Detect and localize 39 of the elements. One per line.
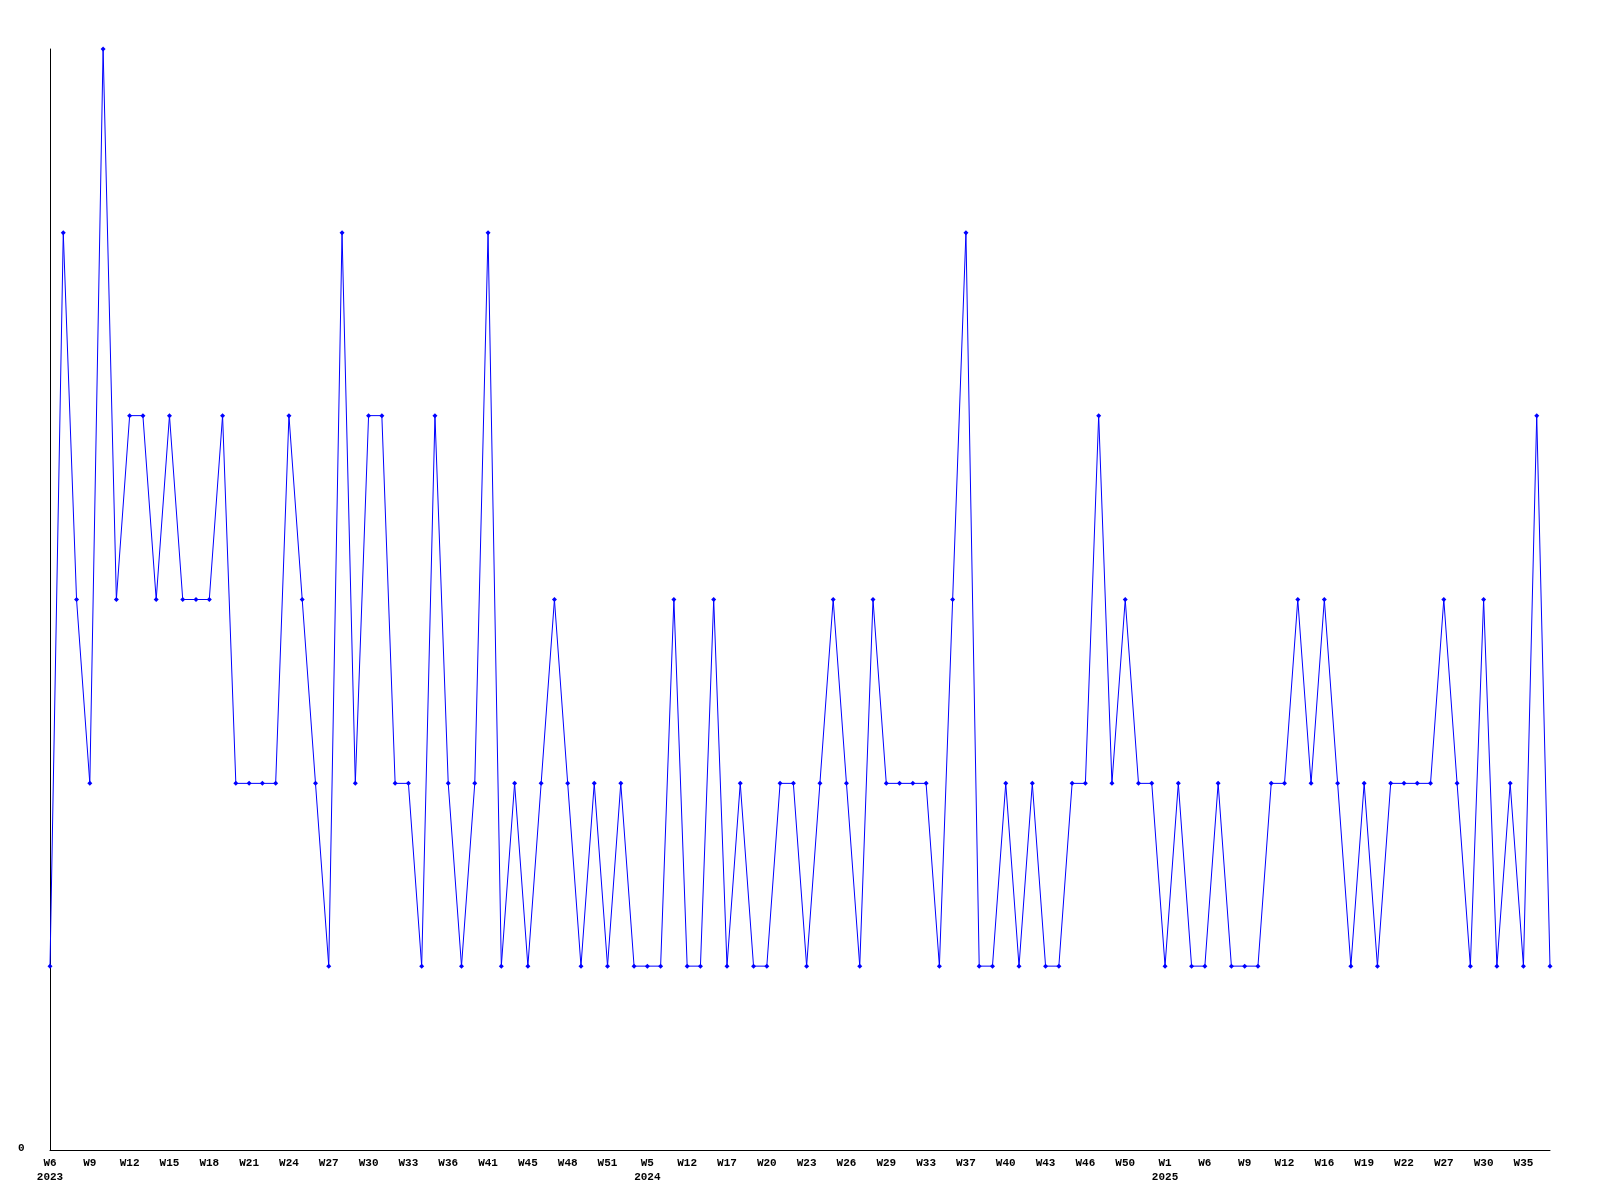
- x-tick-label: W26: [836, 1157, 857, 1169]
- x-tick-label: W45: [517, 1157, 539, 1169]
- x-tick-label: W30: [1473, 1157, 1494, 1169]
- x-tick-label: W12: [677, 1157, 698, 1169]
- text: 0: [18, 1141, 25, 1154]
- x-tick-label: W9: [1238, 1157, 1252, 1169]
- x-tick-label: W30: [358, 1157, 379, 1169]
- x-tick-label: W51: [597, 1157, 618, 1169]
- x-tick-label: W15: [159, 1157, 180, 1169]
- x-tick-label: W20: [756, 1157, 777, 1169]
- x-tick-label: W1 2025: [1151, 1157, 1179, 1183]
- x-tick-label: W12: [119, 1157, 140, 1169]
- x-tick-label: W22: [1394, 1157, 1414, 1169]
- x-tick-label: W17: [717, 1157, 737, 1169]
- x-tick-label: W6: [1198, 1157, 1212, 1169]
- x-tick-label: W50: [1115, 1157, 1136, 1169]
- x-tick-label: W23: [796, 1157, 817, 1169]
- x-tick-label: W16: [1314, 1157, 1335, 1169]
- x-tick-label: W19: [1354, 1157, 1375, 1169]
- x-tick-label: W21: [239, 1157, 260, 1169]
- x-tick-label: W48: [557, 1157, 578, 1169]
- x-tick-label: W5 2024: [634, 1157, 661, 1183]
- x-tick-label: W29: [876, 1157, 897, 1169]
- x-tick-label: W40: [995, 1157, 1016, 1169]
- x-tick-label: W24: [279, 1157, 300, 1169]
- x-tick-label: W41: [478, 1157, 499, 1169]
- x-tick-label: W33: [916, 1157, 937, 1169]
- x-tick-label: W27: [1433, 1157, 1454, 1169]
- x-tick-label: W18: [199, 1157, 220, 1169]
- x-tick-label: W27: [318, 1157, 339, 1169]
- x-tick-label: W43: [1035, 1157, 1056, 1169]
- x-tick-label: W12: [1274, 1157, 1295, 1169]
- x-tick-label: W6 2023: [36, 1157, 64, 1183]
- x-tick-label: W36: [438, 1157, 459, 1169]
- x-tick-label: W35: [1513, 1157, 1534, 1169]
- x-tick-label: W46: [1075, 1157, 1096, 1169]
- x-tick-label: W9: [83, 1157, 97, 1169]
- x-tick-label: W33: [398, 1157, 419, 1169]
- x-tick-label: W37: [956, 1157, 976, 1169]
